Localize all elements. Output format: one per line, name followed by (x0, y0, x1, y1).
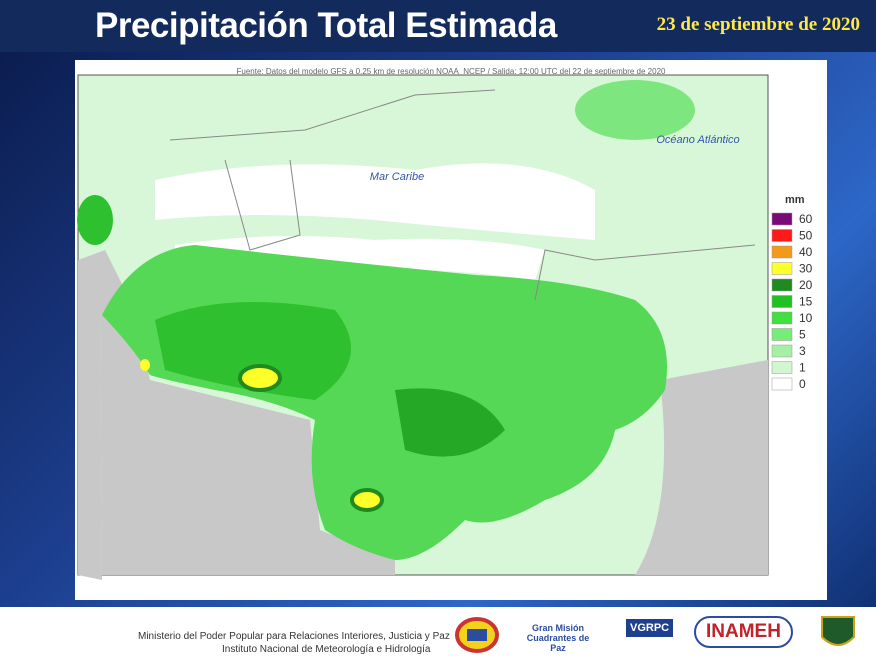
legend-swatch (771, 229, 793, 242)
legend-label: 30 (799, 262, 813, 276)
legend-label: 1 (799, 361, 806, 375)
land (78, 250, 135, 580)
rain-area (575, 80, 695, 140)
legend-swatch (771, 278, 793, 292)
legend-swatch (771, 344, 793, 358)
legend-swatch (771, 328, 793, 341)
legend-swatch (771, 295, 793, 308)
dry-area (175, 236, 545, 280)
legend-label: 40 (799, 245, 813, 259)
rain-max (350, 488, 384, 512)
source: Fuente: Datos del modelo GFS a 0.25 km d… (237, 67, 667, 76)
header-bar: Precipitación Total Estimada 23 de septi… (0, 0, 876, 52)
legend-label: 15 (799, 295, 813, 309)
logo-shield (455, 617, 499, 653)
rain-max (140, 359, 150, 371)
border-line (534, 244, 756, 301)
dry-area (155, 163, 595, 240)
legend-label: 60 (799, 212, 813, 226)
institute: Instituto Nacional de Meteorología e Hid… (222, 644, 431, 655)
legend-label: 5 (799, 328, 806, 342)
rain-area (155, 302, 351, 400)
logo-badge (821, 616, 855, 646)
legend-swatch (771, 262, 793, 275)
ministry: Ministerio del Poder Popular para Relaci… (138, 631, 450, 642)
logo-inameh: INAMEH (694, 616, 793, 648)
legend-label: 20 (799, 278, 813, 292)
legend-swatch (771, 245, 793, 259)
logo-vgrpc: VGRPC (626, 619, 674, 637)
legend-swatch (771, 212, 793, 226)
legend-unit: mm (785, 194, 805, 206)
logo-cuadrantes: Gran Misión Cuadrantes de Paz (526, 623, 590, 653)
sea-label: Mar Caribe (370, 171, 424, 183)
legend-label: 3 (799, 344, 806, 358)
title: Precipitación Total Estimada (95, 6, 557, 45)
legend-label: 50 (799, 229, 813, 243)
legend-swatch (771, 377, 793, 391)
border-line (224, 159, 301, 251)
border-line (169, 89, 496, 141)
legend-swatch (771, 311, 793, 325)
land (100, 315, 395, 575)
sea-label: Océano Atlántico (656, 134, 739, 146)
legend-label: 0 (799, 377, 806, 391)
rain-area (77, 195, 113, 245)
legend-swatch (771, 361, 793, 374)
map: Fuente: Datos del modelo GFS a 0.25 km d… (77, 67, 813, 580)
date: 23 de septiembre de 2020 (656, 14, 860, 35)
footer: Ministerio del Poder Popular para Relaci… (0, 607, 876, 657)
map-panel: Fuente: Datos del modelo GFS a 0.25 km d… (75, 60, 827, 600)
rain-area (395, 388, 505, 457)
legend-label: 10 (799, 311, 813, 325)
rain-max (238, 364, 282, 392)
land (635, 360, 768, 575)
